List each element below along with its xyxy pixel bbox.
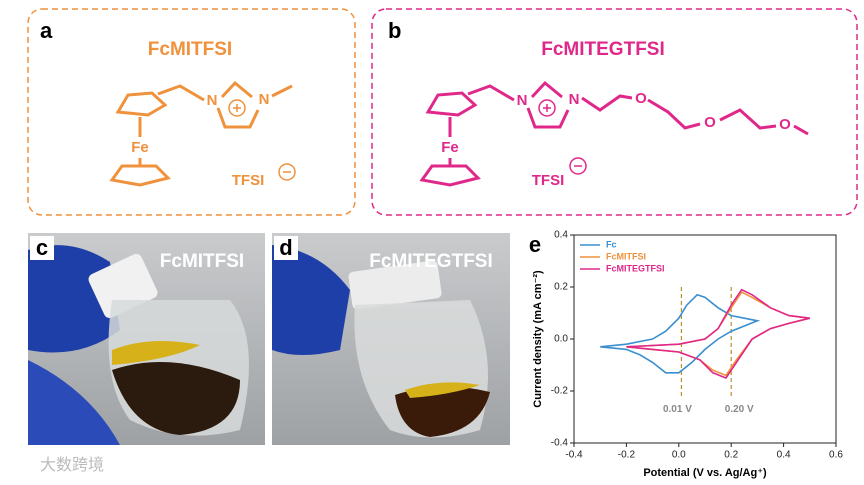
y-tick-label: -0.2 [551,386,569,397]
x-tick-label: 0.6 [829,450,843,461]
atom: Fe [131,139,149,156]
legend-label: Fc [606,239,617,249]
panel-label: e [529,232,541,257]
panel-label: c [36,235,48,260]
label-box [274,236,298,260]
x-tick-label: -0.4 [565,450,583,461]
watermark: 大数跨境 [40,455,104,474]
y-tick-label: 0.0 [554,334,568,345]
x-tick-label: 0.4 [777,450,791,461]
y-tick-label: 0.4 [554,230,568,241]
photo [272,233,510,445]
y-axis-label: Current density (mA cm⁻²) [532,270,544,408]
x-tick-label: 0.0 [672,450,686,461]
series-line [626,288,810,379]
series-line [600,293,761,374]
anion: TFSI [232,172,265,189]
legend-label: FcMITFSI [606,251,646,261]
chart: -0.4 -0.2 0.0 0.2 0.4 0.6 -0.4 -0.2 0.0 0.2 0.4 Pot… [532,230,843,479]
y-tick-label: -0.4 [551,438,569,449]
panel-label: a [40,18,53,43]
label-box [30,236,54,260]
atom: O [704,114,716,131]
atom: O [635,90,647,107]
atom: N [569,91,580,108]
atom: N [517,92,528,109]
atom: N [259,91,270,108]
x-tick-label: 0.2 [724,450,738,461]
panel-title: FcMITFSI [148,39,232,60]
structure [109,80,296,187]
panel-frame [27,8,356,216]
anion: TFSI [532,172,565,189]
y-tick-label: 0.2 [554,282,568,293]
panel-title: FcMITEGTFSI [541,39,665,60]
x-axis-label: Potential (V vs. Ag/Ag⁺) [643,467,767,479]
photo-title: FcMITEGTFSI [369,251,493,272]
atom: Fe [441,139,459,156]
x-tick-label: -0.2 [618,450,636,461]
legend-label: FcMITEGTFSI [606,263,665,273]
annotation: 0.20 V [725,404,754,415]
panel-label: b [388,18,401,43]
photo-title: FcMITFSI [160,251,244,272]
atom: O [779,116,791,133]
annotation: 0.01 V [663,404,692,415]
panel-label: d [279,235,292,260]
atom: N [207,92,218,109]
structure [419,80,809,187]
photo [28,233,265,445]
